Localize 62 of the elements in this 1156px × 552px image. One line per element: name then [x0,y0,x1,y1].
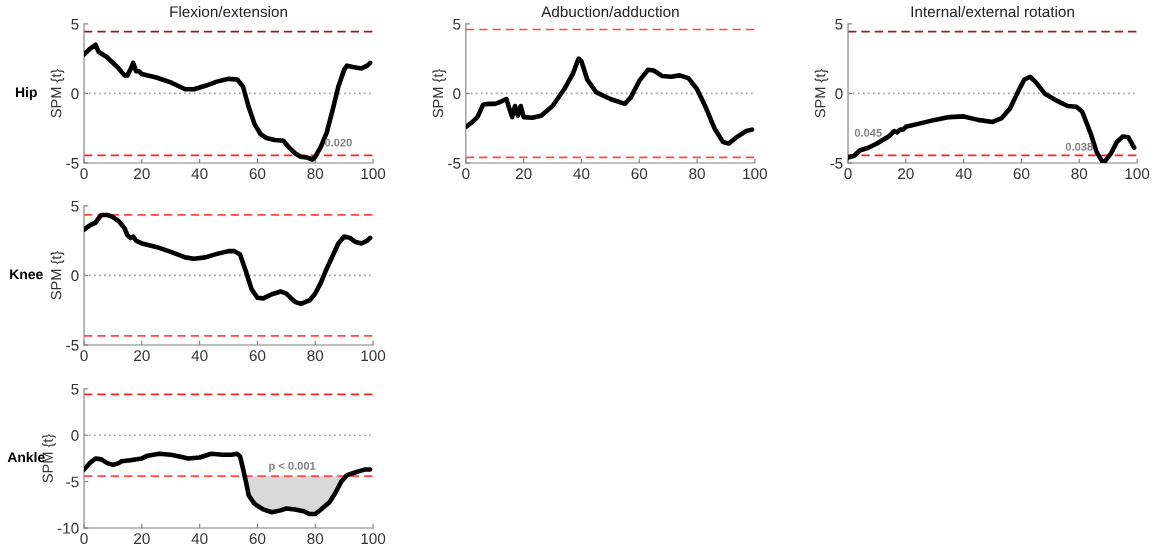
x-tick-label: 80 [307,533,324,545]
text: Hip [15,86,37,100]
annotation: 0.045 [854,128,882,137]
x-tick-label: 100 [361,533,386,545]
line-series [465,56,755,146]
x-tick-label: 80 [307,350,324,362]
x-tick-label: 20 [515,168,532,180]
x-tick-label: 20 [898,168,914,180]
y-axis-title: SPM {t} [50,250,65,300]
y-tick-label: 5 [71,383,79,395]
y-tick-label: 0 [71,430,79,441]
x-tick-label: 60 [1013,168,1030,180]
x-tick-label: 60 [249,533,266,545]
y-tick-label: 0 [453,88,461,100]
chart-title: Internal/external rotation [911,5,1074,18]
y-tick-label: -5 [66,476,79,488]
x-tick-label: 20 [134,533,150,545]
line-series [84,212,373,307]
y-tick-label: 0 [71,270,79,282]
x-tick-label: 100 [361,350,386,362]
x-tick-label: 60 [631,168,648,180]
x-tick-label: 0 [844,168,852,180]
x-tick-label: 40 [191,350,208,362]
annotation: 0.020 [324,138,352,147]
line-series [84,451,373,517]
y-tick-label: -10 [57,522,79,534]
y-tick-label: -5 [66,340,79,351]
x-tick-label: 100 [361,168,386,180]
x-tick-label: 100 [1125,168,1150,180]
y-tick-label: 5 [453,18,461,30]
chart-title: Flexion/extension [170,5,287,18]
y-tick-label: 5 [71,200,79,212]
y-tick-label: -5 [66,158,79,169]
x-tick-label: 80 [689,168,705,180]
x-tick-label: 0 [80,350,88,362]
x-tick-label: 0 [80,533,88,545]
x-tick-label: 60 [249,168,266,180]
x-tick-label: 20 [134,168,150,180]
text: Knee [10,269,43,280]
x-tick-label: 80 [1071,168,1088,180]
y-tick-label: -5 [448,158,461,169]
x-tick-label: 40 [573,168,590,180]
x-tick-label: 40 [191,168,208,180]
annotation: p < 0.001 [269,461,316,472]
y-tick-label: 0 [71,88,79,100]
chart-title: Adbuction/adduction [541,5,679,18]
x-tick-label: 100 [743,168,768,180]
y-axis-title: SPM {t} [432,68,447,118]
x-tick-label: 40 [191,533,208,545]
y-tick-label: 5 [835,18,843,30]
annotation: 0.038 [1065,142,1093,151]
y-tick-label: 0 [835,88,843,100]
x-tick-label: 80 [307,168,324,180]
x-tick-label: 0 [80,168,88,180]
y-axis-title: SPM {t} [814,68,829,118]
x-tick-label: 20 [134,350,150,362]
y-tick-label: -5 [830,158,843,169]
x-tick-label: 40 [955,168,972,180]
x-tick-label: 60 [249,350,266,362]
x-tick-label: 0 [462,168,470,180]
y-axis-title: SPM {t} [50,68,65,118]
y-tick-label: 5 [71,18,79,30]
